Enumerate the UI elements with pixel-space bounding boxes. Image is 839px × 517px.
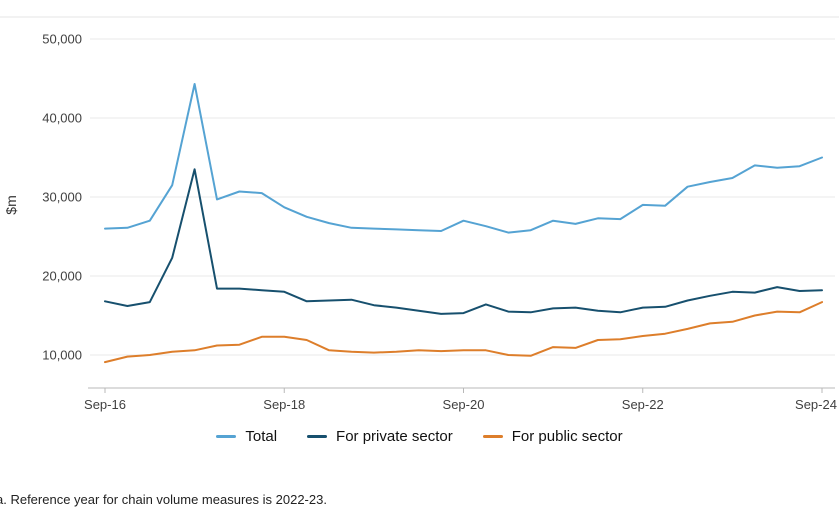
legend-label: Total	[245, 428, 278, 445]
svg-text:30,000: 30,000	[42, 190, 82, 205]
chart-footnote: a. Reference year for chain volume measu…	[0, 492, 327, 507]
legend-label: For public sector	[511, 428, 623, 445]
svg-text:20,000: 20,000	[42, 269, 82, 284]
public-sector-line-swatch-icon	[482, 435, 503, 438]
line-chart-svg: 10,000 20,000 30,000 40,000 50,000 Sep-16 Sep-…	[0, 16, 839, 412]
svg-text:$m: $m	[3, 195, 19, 214]
svg-text:Sep-16: Sep-16	[84, 397, 126, 412]
legend-item-public-sector[interactable]: For public sector	[482, 428, 623, 445]
private-sector-line-swatch-icon	[307, 435, 328, 438]
legend-item-total[interactable]: Total	[216, 429, 277, 444]
svg-text:Sep-22: Sep-22	[622, 397, 664, 412]
svg-text:40,000: 40,000	[42, 111, 82, 126]
line-chart: 10,000 20,000 30,000 40,000 50,000 Sep-16 Sep-…	[0, 16, 839, 412]
chart-legend: Total For private sector For public sect…	[0, 429, 839, 444]
svg-text:Sep-24: Sep-24	[795, 397, 837, 412]
svg-text:Sep-18: Sep-18	[263, 397, 305, 412]
legend-item-private-sector[interactable]: For private sector	[307, 429, 453, 444]
svg-text:Sep-20: Sep-20	[443, 397, 485, 412]
total-line-swatch-icon	[216, 435, 237, 438]
svg-text:10,000: 10,000	[42, 348, 82, 363]
legend-label: For private sector	[336, 428, 453, 445]
svg-text:50,000: 50,000	[42, 32, 82, 47]
